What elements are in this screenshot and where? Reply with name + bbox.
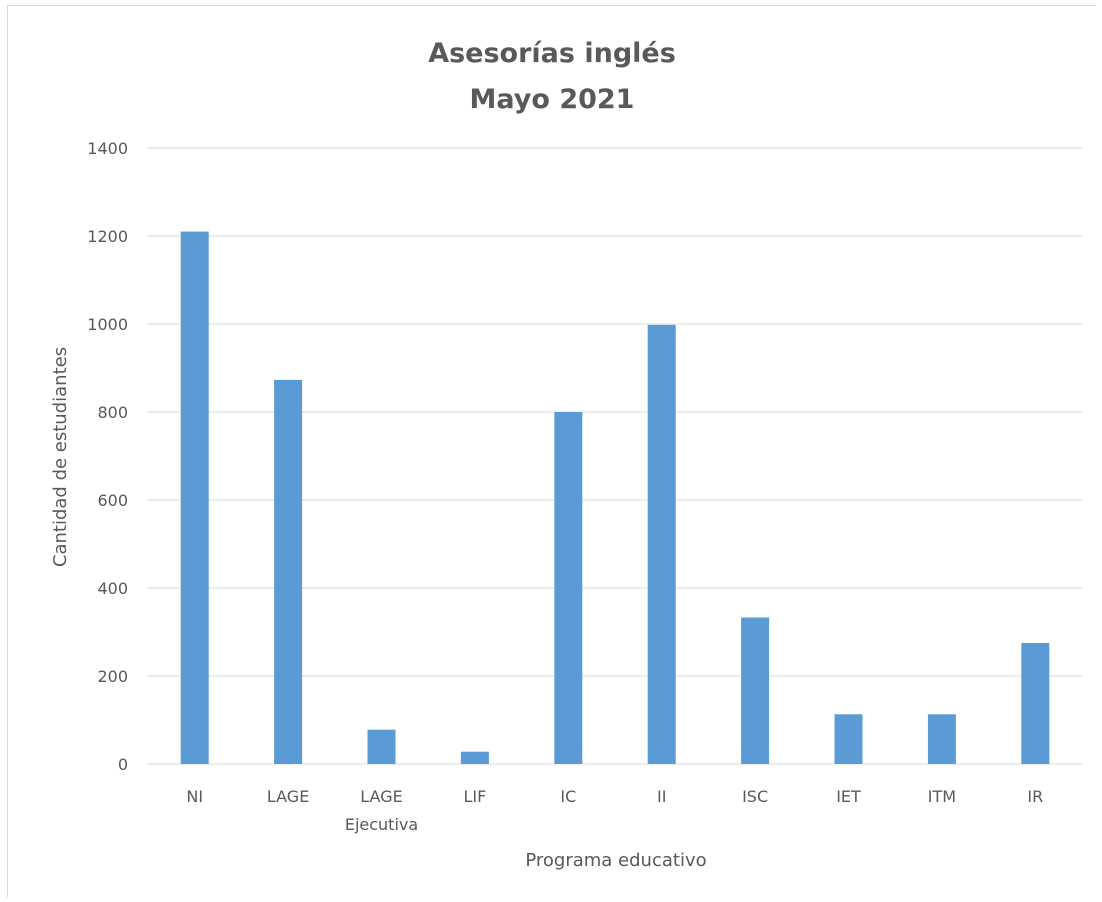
x-tick-label-line: IC [560, 787, 576, 806]
x-tick-label: ISC [742, 787, 768, 806]
x-tick-label: LAGE [267, 787, 309, 806]
y-tick-label: 400 [97, 579, 128, 598]
bars [180, 231, 1050, 765]
x-tick-label: ITM [928, 787, 956, 806]
y-axis-ticks: 0 200 400 600 800 1000 1200 1400 [87, 139, 128, 774]
x-tick-label: IC [560, 787, 576, 806]
y-tick-label: 800 [97, 403, 128, 422]
x-tick-label-line: LIF [463, 787, 486, 806]
bar [274, 379, 303, 764]
bar [647, 324, 676, 764]
bar [1021, 643, 1050, 764]
y-tick-label: 200 [97, 667, 128, 686]
x-tick-label: LAGE Ejecutiva [345, 787, 418, 834]
y-tick-label: 600 [97, 491, 128, 510]
x-tick-label-line: II [657, 787, 666, 806]
x-tick-label-line: ITM [928, 787, 956, 806]
x-tick-label-line: IET [836, 787, 861, 806]
x-axis-title: Programa educativo [525, 850, 706, 871]
bar [554, 412, 583, 764]
x-tick-label-line: IR [1027, 787, 1043, 806]
gridlines [148, 147, 1082, 765]
x-tick-label: NI [186, 787, 203, 806]
x-tick-label: II [657, 787, 666, 806]
y-tick-label: 0 [118, 755, 128, 774]
y-axis-title: Cantidad de estudiantes [50, 347, 71, 567]
x-axis-ticks: NI LAGE LAGE Ejecutiva LIF IC II ISC IET ITM IR [186, 787, 1043, 834]
bar [741, 617, 770, 764]
bar [460, 751, 489, 764]
bar [367, 729, 396, 764]
x-tick-label: LIF [463, 787, 486, 806]
x-tick-label-line: ISC [742, 787, 768, 806]
chart-frame [7, 5, 1096, 897]
x-tick-label-line: LAGE [360, 787, 402, 806]
bar [834, 714, 863, 764]
chart-subtitle: Mayo 2021 [470, 84, 635, 115]
bar [180, 231, 209, 765]
x-tick-label: IET [836, 787, 861, 806]
y-tick-label: 1200 [87, 227, 128, 246]
x-tick-label: IR [1027, 787, 1043, 806]
x-tick-label-line: Ejecutiva [345, 815, 418, 834]
chart-title: Asesorías inglés [428, 38, 676, 69]
y-tick-label: 1000 [87, 315, 128, 334]
x-tick-label-line: NI [186, 787, 203, 806]
y-tick-label: 1400 [87, 139, 128, 158]
bar [927, 714, 956, 764]
x-tick-label-line: LAGE [267, 787, 309, 806]
